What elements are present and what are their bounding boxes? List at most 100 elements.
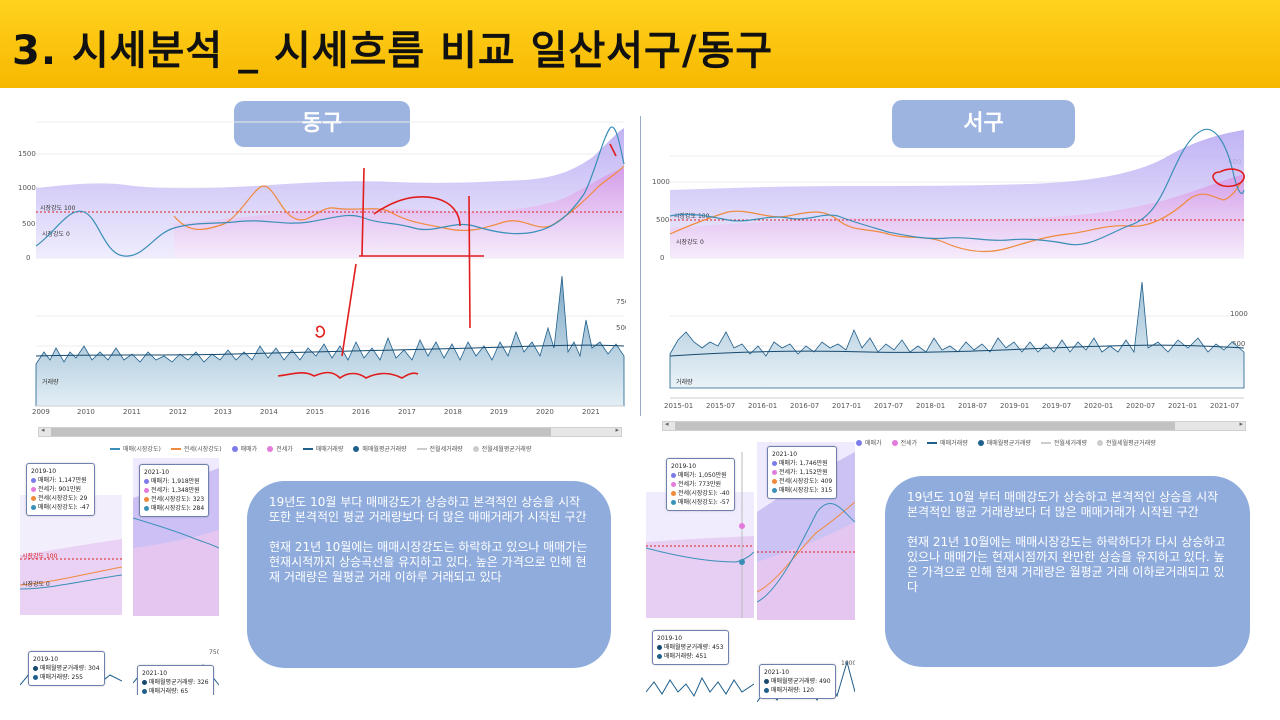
x-tick: 2011 (123, 408, 141, 416)
legend-item[interactable]: 매매(시장강도) (110, 444, 161, 453)
scroll-left-arrow[interactable]: ◂ (665, 420, 669, 428)
scroll-left-arrow[interactable]: ◂ (41, 426, 45, 434)
legend-item[interactable]: 매매거래량 (927, 438, 968, 447)
jeonse-price-area (670, 174, 1244, 258)
vol-tick-750: 750 (616, 298, 626, 306)
legend-item[interactable]: 전세(시장강도) (170, 444, 222, 453)
tooltip-2019-10: 2019-10 매매가: 1,050만원 전세가: 773만원 전세(시장강도)… (666, 458, 735, 511)
tooltip-row: 매매월평균거래량: 304 (40, 665, 100, 672)
donggu-price-chart: 1500 1000 500 0 시장강도 100 시장강도 0 750 500 … (18, 121, 626, 416)
legend-label: 전세가 (900, 440, 918, 447)
scroll-right-arrow[interactable]: ▸ (1239, 420, 1243, 428)
legend-line-icon (416, 447, 427, 450)
legend-dot-icon (353, 445, 360, 452)
tooltip-row: 매매가: 1,050만원 (678, 472, 727, 479)
scroll-right-arrow[interactable]: ▸ (615, 426, 619, 434)
seogu-analysis-text: 19년도 10월 부터 매매강도가 상승하고 본격적인 상승을 시작 본격적인 … (885, 476, 1250, 667)
y-tick-0: 0 (660, 254, 664, 262)
tooltip-row: 매매월평균거래량: 490 (771, 678, 831, 685)
donggu-tooltip-panel-b: 2021-10 매매가: 1,918만원 전세가: 1,348만원 전세(시장강… (133, 458, 219, 616)
tooltip-date: 2021-10 (772, 451, 798, 458)
y-tick-0: 0 (26, 254, 30, 262)
x-tick: 2015-01 (664, 402, 693, 410)
legend-item[interactable]: 매매월평균거래량 (977, 438, 1031, 447)
x-tick: 2010 (77, 408, 95, 416)
tooltip-2021-10: 2021-10 매매가: 1,746만원 전세가: 1,152만원 전세(시장강… (767, 446, 838, 499)
x-tick: 2015 (306, 408, 324, 416)
x-tick: 2014 (260, 408, 278, 416)
legend-item[interactable]: 전세가 (267, 444, 293, 453)
volume-area (669, 281, 1245, 389)
volume-label: 거래량 (676, 378, 693, 386)
x-tick: 2017 (398, 408, 416, 416)
legend-item[interactable]: 매매월평균거래량 (353, 444, 407, 453)
legend-dot-icon (977, 439, 984, 446)
tooltip-row: 매매가: 1,746만원 (779, 460, 828, 467)
right-chart-scrollbar[interactable]: ◂ ▸ (662, 420, 1246, 431)
tooltip-row: 매매거래량: 255 (40, 674, 83, 681)
jeonse-price-area (174, 168, 624, 258)
seogu-tooltip-panel-b: 2021-10 매매가: 1,746만원 전세가: 1,152만원 전세(시장강… (757, 442, 855, 620)
tooltip-row: 매매가: 1,918만원 (151, 478, 200, 485)
legend-label: 전세가 (276, 446, 293, 453)
tooltip-date: 2021-10 (764, 669, 790, 676)
x-tick: 2017-07 (874, 402, 903, 410)
analysis-paragraph-1: 19년도 10월 부다 매매강도가 상승하고 본격적인 상승을 시작 또한 본격… (269, 495, 587, 524)
x-tick: 2013 (214, 408, 232, 416)
donggu-tooltip-panel-a: 시장강도 100 시장강도 0 2019-10 매매가: 1,147만원 전세가… (20, 455, 122, 615)
legend-item[interactable]: 전월세월평균거래량 (472, 444, 532, 453)
right-chart-legend: 매매가 전세가 매매거래량 매매월평균거래량 전월세거래량 전월세월평균거래량 (856, 438, 1156, 447)
x-tick: 2012 (169, 408, 187, 416)
analysis-paragraph-1: 19년도 10월 부터 매매강도가 상승하고 본격적인 상승을 시작 본격적인 … (907, 490, 1219, 519)
left-chart-legend: 매매(시장강도) 전세(시장강도) 매매가 전세가 매매거래량 매매월평균거래량 전월세거래… (110, 444, 531, 453)
tooltip-row: 매매(시장강도): -47 (38, 504, 90, 511)
section-divider (640, 116, 641, 416)
strength-100-label: 시장강도 100 (40, 204, 76, 212)
donggu-volume-tooltip-b: 750 2021-10 매매월평균거래량: 326 매매거래량: 65 (133, 645, 219, 695)
legend-label: 매매거래량 (940, 440, 968, 447)
volume-avg-line (669, 344, 1245, 357)
legend-label: 매매(시장강도) (123, 446, 161, 453)
y-tick-500: 500 (22, 220, 35, 228)
seogu-price-chart: 1000 500 0 400 0 시장강도 100 시장강도 0 1000 50… (652, 128, 1248, 410)
tooltip-date: 2019-10 (657, 635, 683, 642)
tooltip-row: 매매거래량: 120 (771, 687, 814, 694)
legend-line-icon (927, 441, 938, 444)
tooltip-volume-2019-10: 2019-10 매매월평균거래량: 304 매매거래량: 255 (28, 651, 105, 686)
tooltip-row: 전세가: 773만원 (678, 481, 721, 488)
tooltip-date: 2019-10 (31, 468, 57, 475)
legend-item[interactable]: 전월세월평균거래량 (1097, 438, 1156, 447)
legend-item[interactable]: 매매가 (856, 438, 882, 447)
scroll-thumb[interactable] (675, 422, 1175, 430)
legend-item[interactable]: 매매거래량 (302, 444, 344, 453)
x-tick: 2015-07 (706, 402, 735, 410)
legend-label: 매매거래량 (315, 446, 344, 453)
vol-tick-750: 750 (209, 649, 219, 656)
legend-item[interactable]: 전세가 (891, 438, 918, 447)
seogu-volume-tooltip-a: 2019-10 매매월평균거래량: 453 매매거래량: 451 (646, 622, 754, 716)
legend-item[interactable]: 전월세거래량 (416, 444, 463, 453)
scroll-thumb[interactable] (51, 428, 551, 436)
legend-dot-icon (231, 445, 238, 452)
legend-label: 전월세월평균거래량 (481, 446, 532, 453)
legend-item[interactable]: 매매가 (231, 444, 257, 453)
y-tick-1500: 1500 (18, 150, 36, 158)
analysis-paragraph-2: 현재 21년 10월에는 매매시장강도는 하락하고 있으나 매매가는 현재시적까… (269, 540, 588, 584)
x-tick: 2021 (582, 408, 600, 416)
tooltip-date: 2021-10 (142, 670, 168, 677)
legend-item[interactable]: 전월세거래량 (1040, 438, 1088, 447)
tooltip-volume-2021-10: 2021-10 매매월평균거래량: 490 매매거래량: 120 (759, 664, 836, 699)
y-tick-1000: 1000 (652, 178, 670, 186)
legend-line-icon (170, 447, 181, 450)
volume-area (35, 275, 625, 407)
left-chart-scrollbar[interactable]: ◂ ▸ (38, 426, 622, 437)
volume-label: 거래량 (42, 378, 59, 386)
legend-dot-icon (891, 439, 898, 446)
legend-dot-icon (472, 445, 479, 452)
tooltip-volume-2021-10: 2021-10 매매월평균거래량: 326 매매거래량: 65 (137, 665, 214, 695)
legend-label: 전월세거래량 (1053, 440, 1088, 447)
legend-dot-icon (1097, 439, 1104, 446)
x-tick: 2019-01 (1000, 402, 1029, 410)
tooltip-date: 2019-10 (671, 463, 697, 470)
tooltip-row: 매매(시장강도): -57 (678, 499, 730, 506)
